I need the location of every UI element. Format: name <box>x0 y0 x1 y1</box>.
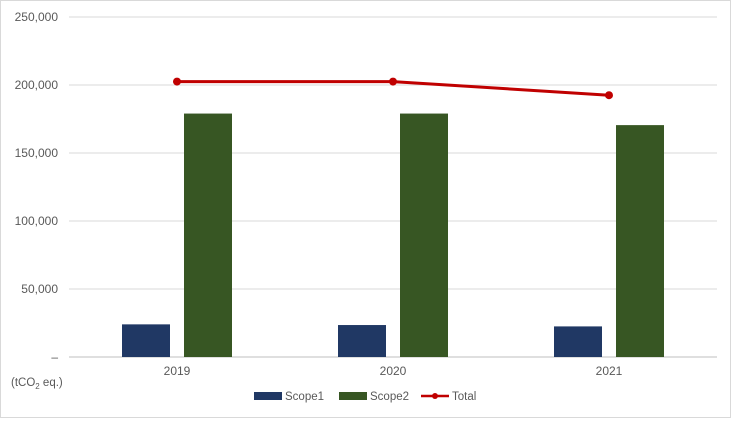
legend-swatch-scope2 <box>339 392 367 400</box>
x-tick-label: 2021 <box>596 364 623 378</box>
bar-scope1 <box>122 324 170 357</box>
unit-label: (tCO2 eq.) <box>11 377 63 391</box>
y-tick-label: – <box>51 350 58 364</box>
x-tick-label: 2020 <box>380 364 407 378</box>
legend-label-scope2: Scope2 <box>370 391 409 403</box>
point-total <box>389 77 397 86</box>
y-tick-label: 200,000 <box>15 78 59 92</box>
legend-label-scope1: Scope1 <box>285 391 324 403</box>
bar-scope2 <box>184 113 232 357</box>
legend: Scope1 Scope2 Total <box>254 391 476 403</box>
point-total <box>173 77 181 86</box>
legend-swatch-scope1 <box>254 392 282 400</box>
total-line <box>173 77 613 100</box>
y-axis-tick-labels: – 50,000 100,000 150,000 200,000 250,000 <box>15 10 59 364</box>
bar-scope2 <box>400 113 448 357</box>
bar-scope1 <box>338 325 386 357</box>
y-tick-label: 50,000 <box>21 282 58 296</box>
y-tick-label: 100,000 <box>15 214 59 228</box>
legend-label-total: Total <box>452 391 476 403</box>
point-total <box>605 91 613 100</box>
y-tick-label: 250,000 <box>15 10 59 24</box>
legend-marker-total <box>432 393 438 399</box>
x-axis-tick-labels: 2019 2020 2021 <box>164 364 623 378</box>
y-tick-label: 150,000 <box>15 146 59 160</box>
bar-scope1 <box>554 326 602 357</box>
bar-scope2 <box>616 125 664 358</box>
bars <box>122 113 664 358</box>
x-tick-label: 2019 <box>164 364 191 378</box>
